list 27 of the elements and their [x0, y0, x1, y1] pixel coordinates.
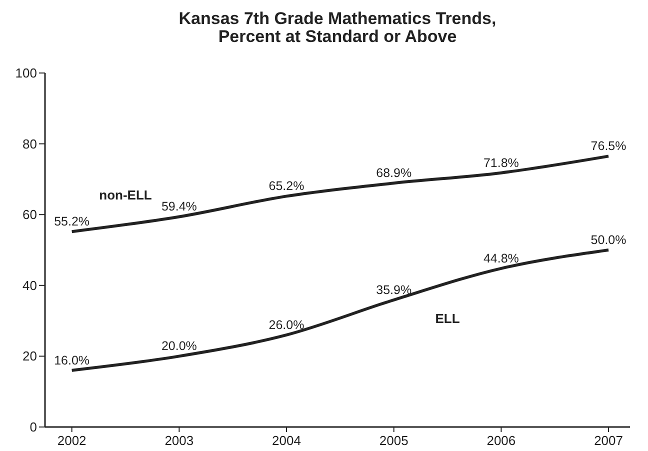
x-tick-label: 2003: [164, 433, 194, 448]
data-label: 35.9%: [376, 282, 412, 297]
x-tick-label: 2002: [57, 433, 86, 448]
x-tick-label: 2007: [594, 433, 623, 448]
x-tick-label: 2004: [272, 433, 301, 448]
data-label: 44.8%: [483, 251, 519, 266]
y-tick-label: 20: [22, 348, 37, 364]
data-label: 16.0%: [54, 353, 90, 368]
data-label: 26.0%: [268, 318, 304, 332]
y-tick-label: 60: [22, 207, 37, 222]
y-tick-label: 100: [15, 66, 37, 80]
data-label: 65.2%: [268, 179, 304, 194]
data-label: 71.8%: [483, 156, 519, 170]
data-label: 55.2%: [54, 214, 90, 229]
series-label: non-ELL: [99, 187, 152, 202]
y-tick-label: 0: [30, 420, 37, 434]
data-label: 59.4%: [161, 200, 197, 214]
y-tick-label: 80: [22, 136, 37, 152]
x-tick-label: 2006: [486, 433, 516, 448]
x-tick-label: 2005: [379, 433, 408, 448]
data-label: 68.9%: [376, 166, 412, 180]
chart-title: Kansas 7th Grade Mathematics Trends, Percent at Standard or Above: [178, 9, 496, 46]
data-label: 20.0%: [161, 339, 197, 354]
data-label: 76.5%: [590, 139, 626, 154]
data-label: 50.0%: [590, 233, 626, 247]
y-tick-label: 40: [22, 278, 37, 293]
series-label: ELL: [435, 311, 460, 326]
